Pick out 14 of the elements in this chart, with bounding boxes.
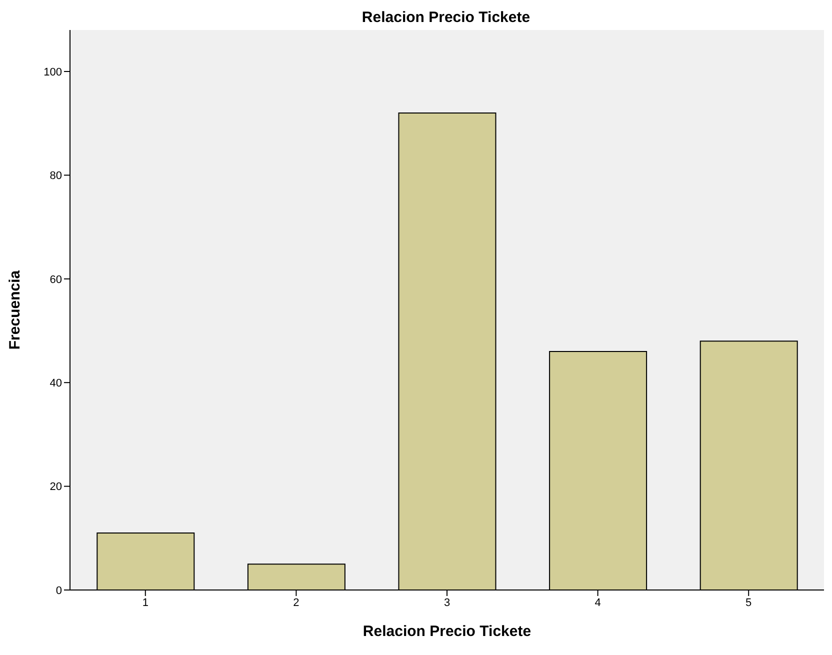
x-axis-title: Relacion Precio Tickete [362, 623, 532, 640]
x-tick-label: 2 [293, 596, 300, 609]
y-tick-label: 80 [50, 170, 62, 182]
chart-title: Relacion Precio Tickete [360, 8, 532, 28]
x-tick-label: 3 [444, 596, 450, 609]
y-tick-label: 100 [44, 66, 62, 78]
y-tick-label: 20 [50, 481, 62, 494]
y-tick-label: 60 [50, 274, 62, 286]
x-tick-label: 1 [142, 596, 148, 609]
y-axis-title: Frecuencia [6, 270, 24, 350]
x-tick-label: 5 [746, 596, 752, 609]
y-tick-label: 0 [56, 584, 62, 597]
x-tick-label: 4 [594, 596, 601, 609]
y-tick-label: 40 [50, 378, 62, 390]
